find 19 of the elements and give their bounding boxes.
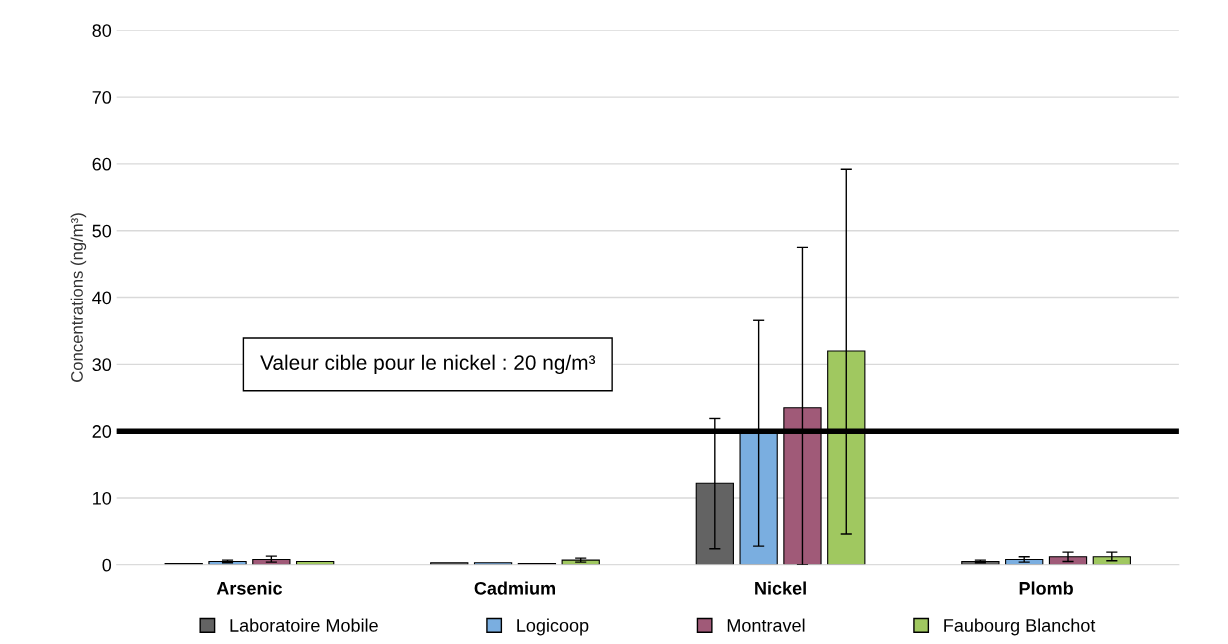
legend-label: Faubourg Blanchot (944, 618, 1096, 636)
ref-line-label: Valeur cible pour le nickel : 20 ng/m³ (260, 354, 596, 375)
x-tick-label: Nickel (755, 581, 806, 595)
y-tick-label: 10 (93, 491, 112, 505)
legend-label: Logicoop (517, 618, 589, 636)
x-tick-label: Cadmium (474, 581, 556, 595)
x-tick-label: Plomb (1019, 581, 1073, 595)
y-tick-label: 50 (92, 224, 112, 238)
x-tick-label: Arsenic (216, 581, 283, 595)
y-tick-label: 40 (92, 291, 112, 305)
y-axis-title: Concentrations (ng/m³) (70, 213, 87, 382)
y-tick-label: 60 (92, 157, 112, 171)
y-tick-label: 20 (92, 425, 112, 438)
legend-label: Montravel (727, 618, 805, 632)
y-tick-label: 70 (92, 91, 112, 104)
y-tick-label: 0 (102, 558, 112, 572)
y-tick-label: 80 (92, 24, 112, 37)
y-tick-label: 30 (92, 358, 112, 372)
legend-label: Laboratoire Mobile (230, 618, 378, 632)
